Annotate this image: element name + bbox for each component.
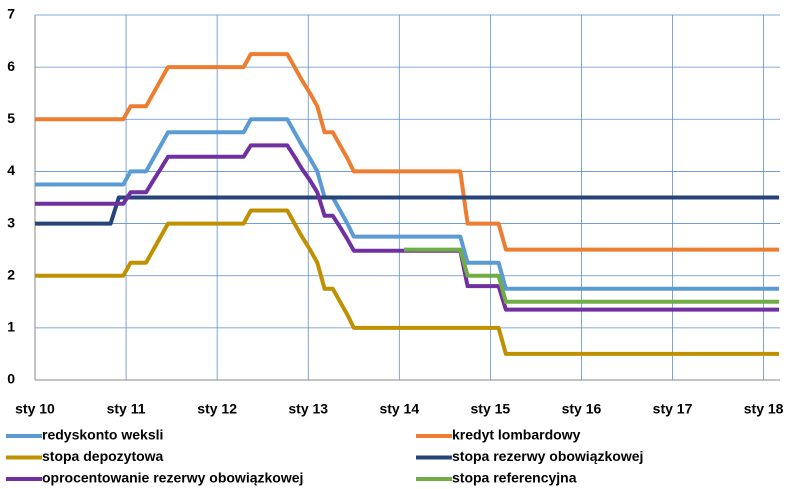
x-tick-label: sty 14	[379, 401, 419, 417]
series-line	[35, 195, 780, 226]
legend-label: redyskonto weksli	[42, 427, 163, 443]
legend-label: stopa depozytowa	[42, 448, 164, 464]
legend-label: kredyt lombardowy	[452, 427, 581, 443]
x-tick-label: sty 15	[471, 401, 511, 417]
y-tick-label: 5	[7, 110, 15, 126]
legend-label: stopa rezerwy obowiązkowej	[452, 448, 643, 464]
x-tick-label: sty 13	[288, 401, 328, 417]
y-tick-label: 0	[7, 371, 15, 387]
x-tick-label: sty 18	[744, 401, 784, 417]
x-tick-label: sty 11	[107, 401, 146, 417]
legend-label: stopa referencyjna	[452, 470, 577, 486]
x-tick-label: sty 12	[197, 401, 237, 417]
y-tick-label: 2	[7, 266, 15, 282]
y-tick-label: 6	[7, 58, 15, 74]
series-line	[35, 208, 780, 356]
y-tick-label: 1	[7, 319, 15, 335]
series-line	[403, 247, 780, 304]
y-tick-label: 3	[7, 214, 15, 230]
y-tick-label: 7	[7, 6, 15, 22]
y-tick-label: 4	[7, 162, 15, 178]
series-line	[35, 52, 780, 252]
x-tick-label: sty 16	[562, 401, 602, 417]
legend-label: oprocentowanie rezerwy obowiązkowej	[42, 470, 303, 486]
series-line	[35, 117, 780, 291]
x-tick-label: sty 10	[15, 401, 55, 417]
x-tick-label: sty 17	[653, 401, 693, 417]
